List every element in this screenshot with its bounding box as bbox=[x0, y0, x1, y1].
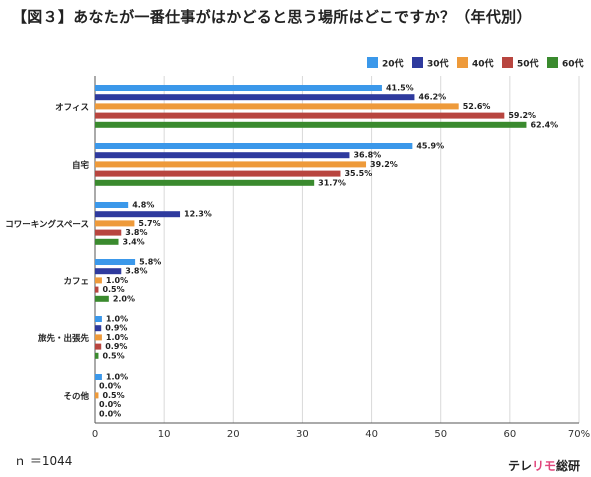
bar bbox=[95, 179, 315, 186]
data-label: 2.0% bbox=[113, 294, 135, 303]
chart-title: 【図３】あなたが一番仕事がはかどると思う場所はどこですか？（年代別） bbox=[12, 8, 532, 26]
data-label: 1.0% bbox=[106, 315, 128, 324]
data-label: 35.5% bbox=[344, 169, 372, 178]
bar bbox=[95, 325, 102, 332]
bar bbox=[95, 161, 367, 168]
bar bbox=[95, 268, 122, 275]
data-label: 0.5% bbox=[102, 285, 124, 294]
bar bbox=[95, 295, 109, 302]
legend-swatch bbox=[457, 57, 468, 68]
data-label: 59.2% bbox=[508, 111, 536, 120]
data-label: 39.2% bbox=[370, 160, 398, 169]
data-label: 31.7% bbox=[318, 178, 346, 187]
bar bbox=[95, 352, 99, 359]
bar bbox=[95, 220, 135, 227]
category-label: コワーキングスペース bbox=[5, 219, 89, 230]
data-label: 0.0% bbox=[99, 382, 121, 391]
x-tick-label: 50 bbox=[434, 429, 447, 440]
data-label: 0.0% bbox=[99, 409, 121, 418]
bar bbox=[95, 170, 341, 177]
x-tick-label: 40 bbox=[365, 429, 378, 440]
data-label: 52.6% bbox=[463, 102, 491, 111]
data-label: 3.4% bbox=[123, 237, 145, 246]
data-label: 1.0% bbox=[106, 373, 128, 382]
bar bbox=[95, 343, 102, 350]
bar bbox=[95, 85, 382, 91]
bar bbox=[95, 238, 119, 245]
data-label: 5.8% bbox=[139, 258, 161, 267]
bar bbox=[95, 152, 350, 159]
category-label: その他 bbox=[63, 391, 89, 402]
bar bbox=[95, 112, 505, 119]
data-label: 46.2% bbox=[418, 93, 446, 102]
data-label: 0.9% bbox=[105, 324, 127, 333]
data-label: 41.5% bbox=[386, 84, 414, 93]
brand-logo: テレリモ総研 bbox=[508, 457, 580, 474]
category-label: 自宅 bbox=[72, 160, 90, 171]
x-tick-label: 30 bbox=[296, 429, 309, 440]
bar bbox=[95, 334, 102, 341]
bar bbox=[95, 202, 129, 208]
data-label: 45.9% bbox=[416, 142, 444, 151]
sample-size-note: ｎ ＝1044 bbox=[14, 454, 73, 468]
data-label: 5.7% bbox=[138, 219, 160, 228]
x-tick-label: 60 bbox=[503, 429, 516, 440]
data-label: 0.5% bbox=[102, 351, 124, 360]
legend-swatch bbox=[367, 57, 378, 68]
category-label: カフェ bbox=[63, 277, 89, 287]
x-tick-label: 0 bbox=[92, 429, 98, 440]
bar bbox=[95, 374, 102, 380]
bar bbox=[95, 103, 459, 110]
data-label: 3.8% bbox=[125, 267, 147, 276]
data-label: 4.8% bbox=[132, 201, 154, 210]
bar bbox=[95, 229, 122, 236]
bar bbox=[95, 211, 181, 218]
legend-swatch bbox=[502, 57, 513, 68]
bar bbox=[95, 316, 102, 322]
legend-label: 30代 bbox=[427, 58, 449, 70]
legend-label: 50代 bbox=[517, 58, 539, 70]
bar bbox=[95, 277, 102, 284]
data-label: 0.9% bbox=[105, 342, 127, 351]
data-label: 12.3% bbox=[184, 210, 212, 219]
data-label: 1.0% bbox=[106, 276, 128, 285]
category-label: オフィス bbox=[55, 103, 89, 113]
brand-text-post: 総研 bbox=[556, 459, 581, 473]
bar bbox=[95, 94, 415, 101]
data-label: 0.0% bbox=[99, 400, 121, 409]
legend-swatch bbox=[547, 57, 558, 68]
data-label: 36.8% bbox=[353, 151, 381, 160]
x-tick-label: 70% bbox=[568, 429, 590, 440]
legend-label: 20代 bbox=[382, 58, 404, 70]
legend-swatch bbox=[412, 57, 423, 68]
data-label: 0.5% bbox=[102, 391, 124, 400]
data-label: 3.8% bbox=[125, 228, 147, 237]
category-label: 旅先・出張先 bbox=[37, 333, 90, 344]
bar bbox=[95, 143, 413, 149]
x-tick-label: 20 bbox=[227, 429, 240, 440]
bar bbox=[95, 392, 99, 399]
legend-label: 60代 bbox=[562, 58, 584, 70]
brand-text-accent: リモ bbox=[532, 459, 557, 473]
bar bbox=[95, 259, 136, 265]
bar bbox=[95, 121, 527, 128]
x-tick-label: 10 bbox=[158, 429, 171, 440]
bar bbox=[95, 286, 99, 293]
brand-text-pre: テレ bbox=[508, 459, 533, 473]
legend-label: 40代 bbox=[472, 58, 494, 70]
data-label: 62.4% bbox=[530, 120, 558, 129]
data-label: 1.0% bbox=[106, 333, 128, 342]
